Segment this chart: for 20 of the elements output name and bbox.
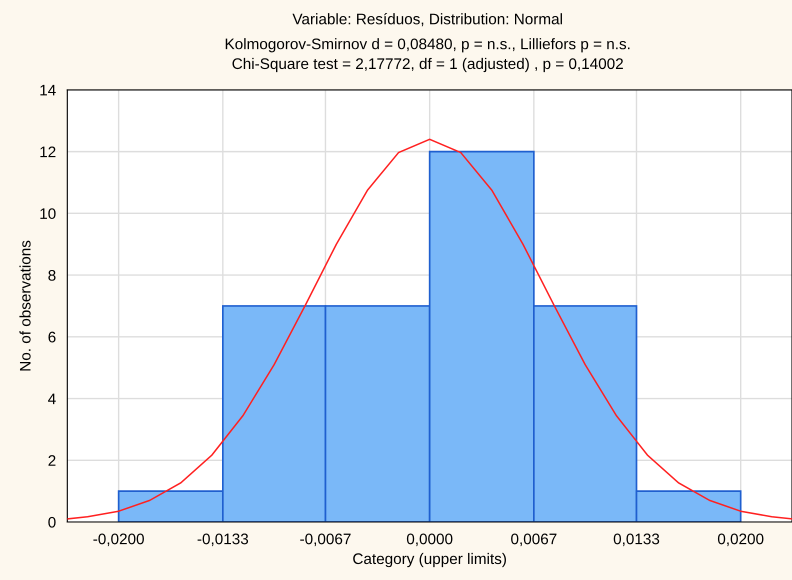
x-tick-label: -0,0067 — [300, 534, 351, 546]
y-tick-label: 2 — [48, 455, 56, 466]
y-tick-label: 14 — [40, 84, 56, 96]
y-tick-label: 0 — [48, 516, 56, 528]
line-series — [67, 138, 792, 520]
y-tick-label: 4 — [48, 394, 56, 404]
y-tick-label: 8 — [48, 270, 56, 281]
y-tick-label: 12 — [40, 146, 56, 158]
x-axis-title: Category (upper limits) — [353, 552, 506, 568]
chart-title: Variable: Resíduos, Distribution: Normal — [292, 13, 562, 26]
chart-subtitle: Kolmogorov-Smirnov d = 0,08480, p = n.s., Lilliefors p = n.s. Chi-Square test = 2,17772, df = 1 (adjusted) , p = 0,14002 — [226, 38, 630, 72]
x-tick-label: -0,0200 — [93, 534, 144, 546]
x-tick-label: 0,0133 — [614, 534, 660, 546]
x-tick-label: -0,0133 — [198, 534, 248, 546]
y-tick-label: 10 — [40, 208, 56, 220]
x-tick-label: 0,0000 — [406, 534, 452, 546]
x-tick-label: 0,0200 — [718, 534, 764, 546]
x-tick-label: 0,0067 — [511, 534, 556, 546]
y-axis-title: No. of observations — [19, 240, 31, 371]
y-tick-label: 6 — [48, 332, 56, 342]
